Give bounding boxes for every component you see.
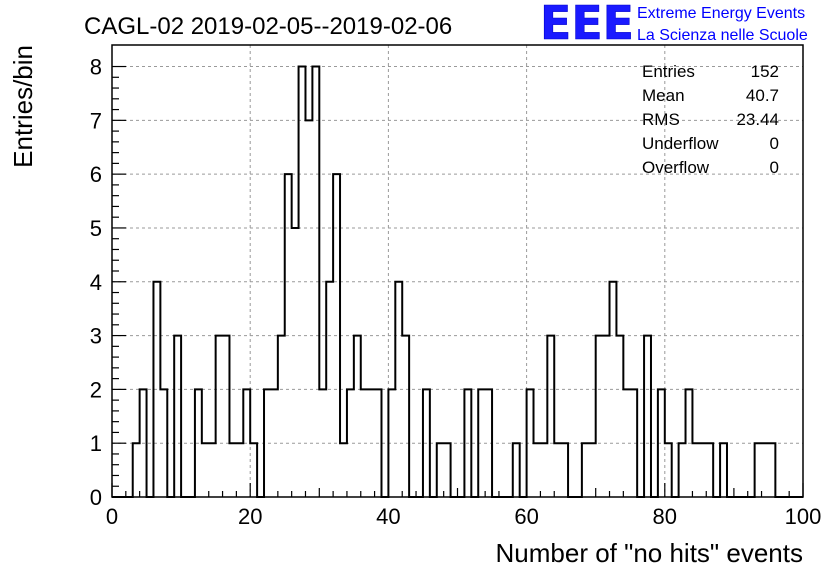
- logo-line-2: La Scienza nelle Scuole: [637, 27, 808, 44]
- y-tick-label: 4: [90, 270, 102, 295]
- y-tick-label: 3: [90, 324, 102, 349]
- x-tick-label: 40: [376, 504, 400, 529]
- y-tick-label: 1: [90, 431, 102, 456]
- axis-ticks: [111, 65, 804, 498]
- stat-value: 0: [770, 134, 779, 153]
- stat-label: Entries: [642, 62, 695, 81]
- stat-value: 0: [770, 158, 779, 177]
- stat-label: Underflow: [642, 134, 719, 153]
- stat-value: 152: [751, 62, 779, 81]
- y-tick-label: 5: [90, 216, 102, 241]
- stats-box: Entries 152 Mean 40.7 RMS 23.44 Underflow 0 Over…: [642, 62, 779, 177]
- x-tick-label: 80: [653, 504, 677, 529]
- logo-line-1: Extreme Energy Events: [637, 5, 805, 22]
- y-tick-label: 6: [90, 162, 102, 187]
- stat-label: Overflow: [642, 158, 710, 177]
- x-tick-label: 0: [106, 504, 118, 529]
- y-tick-label: 7: [90, 108, 102, 133]
- histogram-series: [112, 65, 803, 498]
- chart-title: CAGL-02 2019-02-05--2019-02-06: [84, 13, 452, 40]
- x-tick-label: 20: [238, 504, 262, 529]
- y-axis-label: Entries/bin: [8, 45, 38, 168]
- y-tick-label: 0: [90, 485, 102, 510]
- stat-label: RMS: [642, 110, 680, 129]
- stat-value: 23.44: [736, 110, 779, 129]
- x-tick-label: 60: [514, 504, 538, 529]
- axis-tick-labels: 0 20 40 60 80 100 0 1 2 3 4 5 6 7 8: [90, 55, 822, 529]
- y-tick-label: 8: [90, 55, 102, 80]
- stat-label: Mean: [642, 86, 685, 105]
- x-tick-label: 100: [785, 504, 822, 529]
- x-axis-label: Number of "no hits" events: [496, 538, 804, 568]
- eee-logo: EEE Extreme Energy Events La Scienza nel…: [540, 0, 808, 50]
- y-tick-label: 2: [90, 377, 102, 402]
- logo-mark: EEE: [540, 0, 634, 50]
- stat-value: 40.7: [746, 86, 779, 105]
